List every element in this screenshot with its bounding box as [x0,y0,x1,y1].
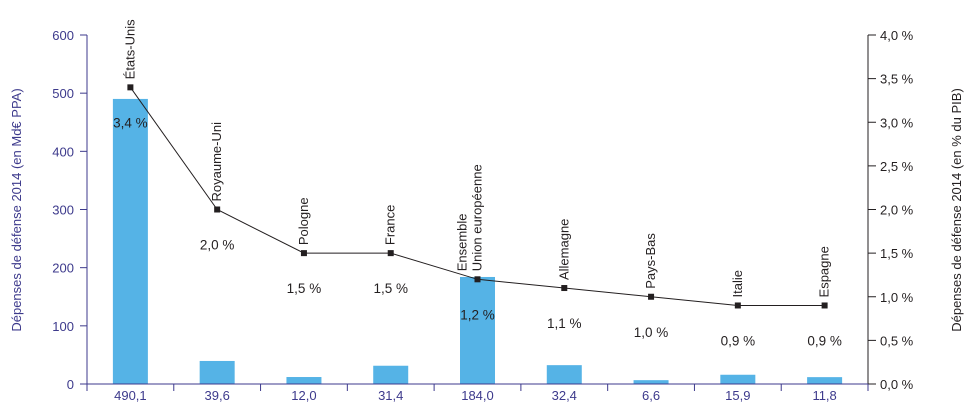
country-label-7-0: Italie [730,270,745,297]
bar-value-label-5: 32,4 [552,388,577,403]
left-tick-label-2: 200 [52,261,74,276]
bar-value-label-2: 12,0 [291,388,316,403]
country-label-2-0: Pologne [296,197,311,245]
bar-7 [720,374,756,384]
left-tick-label-3: 300 [52,203,74,218]
percent-marker-4 [474,276,481,283]
right-tick-label-1: 0,5 % [880,333,914,348]
country-label-5-0: Allemagne [556,219,571,280]
percent-marker-0 [127,84,134,91]
country-label-8-0: Espagne [817,246,832,297]
right-tick-label-0: 0,0 % [880,377,914,392]
bar-5 [546,365,582,384]
bar-value-label-7: 15,9 [725,388,750,403]
percent-label-1: 2,0 % [200,238,235,253]
percent-marker-8 [821,302,828,309]
bar-value-label-0: 490,1 [114,388,147,403]
country-label-1-0: Royaume-Uni [209,122,224,202]
bar-6 [633,380,669,384]
bar-3 [373,365,409,384]
line-layer [127,84,828,309]
percent-label-6: 1,0 % [634,325,669,340]
bars-layer [112,98,843,384]
labels-layer: 490,1 39,6 12,0 31,4 184,0 32,4 6,6 15,9 11,8 3,4… [113,19,842,403]
right-tick-label-7: 3,5 % [880,72,914,87]
country-label-4-0: Ensemble [455,213,470,271]
bar-value-label-8: 11,8 [812,388,836,403]
percent-label-7: 0,9 % [721,333,756,348]
country-label-3-0: France [383,205,398,245]
ticks-layer: 0 100 200 300 400 500 600 0,0 % 0,5 % 1,0 % 1,5 % 2… [52,28,913,392]
right-tick-label-5: 2,5 % [880,159,914,174]
country-label-0-0: États-Unis [122,19,137,79]
left-tick-label-1: 100 [52,319,74,334]
left-axis-title: Dépenses de défense 2014 (en Md€ PPA) [9,88,24,331]
percent-marker-2 [300,250,307,257]
bar-2 [286,377,322,384]
bar-0 [112,98,148,384]
percent-label-0: 3,4 % [113,115,148,130]
percent-label-2: 1,5 % [287,281,322,296]
percent-marker-3 [387,250,394,257]
left-tick-label-4: 400 [52,144,74,159]
percent-label-4: 1,2 % [460,307,495,322]
percent-label-3: 1,5 % [373,281,408,296]
bar-value-label-3: 31,4 [378,388,403,403]
left-tick-label-0: 0 [67,377,74,392]
bar-4 [460,276,495,384]
bar-value-label-1: 39,6 [205,388,230,403]
percent-marker-7 [734,302,741,309]
left-tick-label-5: 500 [52,86,74,101]
right-tick-label-6: 3,0 % [880,115,914,130]
percent-label-5: 1,1 % [547,316,582,331]
percent-marker-6 [648,293,655,300]
bar-1 [199,360,235,384]
percent-marker-5 [561,285,568,292]
right-axis-title: Dépenses de défense 2014 (en % du PIB) [949,88,964,332]
right-tick-label-3: 1,5 % [880,246,914,261]
country-label-4-1: Union européenne [470,164,485,271]
left-tick-label-6: 600 [52,28,74,43]
bar-8 [807,377,843,384]
right-tick-label-4: 2,0 % [880,203,914,218]
right-tick-label-2: 1,0 % [880,290,914,305]
bar-value-label-6: 6,6 [642,388,660,403]
percent-label-8: 0,9 % [807,333,842,348]
bar-value-label-4: 184,0 [461,388,494,403]
right-tick-label-8: 4,0 % [880,28,914,43]
country-label-6-0: Pays-Bas [643,233,658,289]
percent-marker-1 [214,206,221,213]
